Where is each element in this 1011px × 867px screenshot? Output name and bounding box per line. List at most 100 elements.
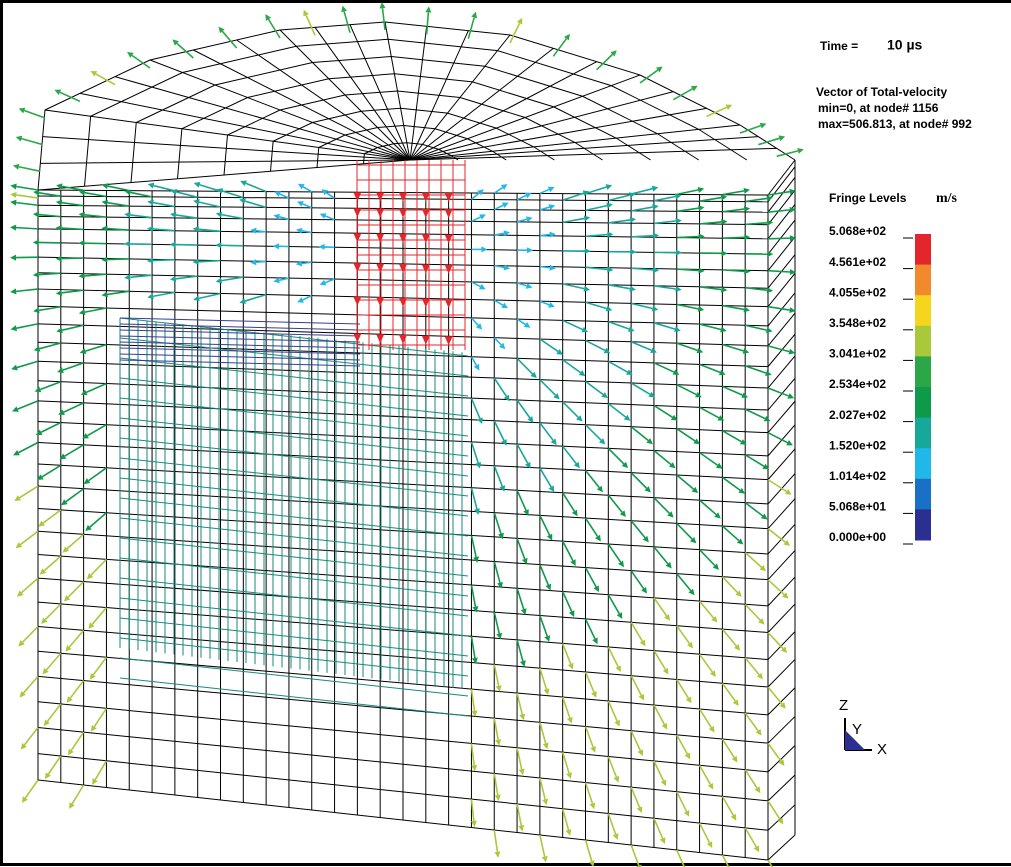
vector-shaft (561, 540, 574, 562)
vector-shaft (153, 201, 176, 208)
vector-shaft (539, 206, 550, 211)
vector-shaft (221, 30, 238, 49)
vector-shaft (653, 195, 676, 202)
vector-head (735, 590, 742, 597)
vector-head (743, 187, 750, 194)
vector-shaft (539, 834, 546, 857)
vector-head (58, 409, 65, 415)
vector-head (444, 209, 453, 219)
vector-head (273, 213, 280, 220)
vector-head (651, 305, 659, 312)
vector-shaft (516, 194, 527, 201)
mesh-line (767, 355, 796, 389)
vector-shaft (699, 285, 722, 291)
mesh-line (37, 463, 769, 505)
vector-head (760, 513, 768, 520)
vector-shaft (493, 337, 502, 346)
vector-shaft (676, 474, 695, 490)
vector-shaft (676, 342, 698, 352)
vector-shaft (639, 69, 659, 84)
vector-head (494, 794, 501, 802)
vector-head (295, 260, 303, 267)
vector-shaft (653, 497, 670, 514)
vector-shaft (59, 91, 81, 103)
vector-shaft (221, 213, 244, 220)
vector-shaft (722, 236, 745, 239)
vector-shaft (653, 597, 668, 617)
vector-head (13, 449, 20, 456)
vector-shaft (699, 323, 722, 331)
vector-shaft (607, 700, 618, 722)
vector-shaft (22, 675, 39, 694)
vector-head (501, 202, 509, 208)
vector-head (353, 263, 362, 273)
vector-shaft (15, 226, 39, 230)
vector-shaft (493, 420, 505, 441)
vector-shaft (539, 300, 550, 306)
vector-shaft (470, 636, 476, 659)
vector-head (672, 369, 680, 375)
mesh-line (409, 61, 597, 161)
vector-head (78, 309, 86, 316)
vector-head (684, 752, 691, 760)
fringe-band (915, 264, 931, 296)
vector-head (742, 348, 750, 354)
mesh-line (119, 357, 469, 397)
vector-shaft (516, 357, 534, 375)
info-title: Vector of Total-velocity (816, 85, 947, 99)
vector-head (656, 66, 663, 73)
vector-shaft (672, 88, 693, 101)
mesh-line (767, 166, 796, 203)
vector-head (88, 622, 95, 629)
vector-head (578, 370, 586, 377)
vector-head (711, 616, 718, 623)
vector-shaft (585, 339, 606, 352)
vector-shaft (676, 522, 693, 540)
vector-shaft (767, 431, 788, 444)
vector-head (690, 85, 698, 92)
mesh-line (37, 360, 769, 389)
vector-shaft (85, 343, 107, 352)
vector-shaft (69, 680, 85, 699)
fringe-band (915, 417, 931, 449)
mesh-line (767, 716, 796, 744)
mesh-line (409, 34, 511, 161)
vector-head (10, 325, 18, 332)
vector-shaft (722, 385, 743, 396)
vector-shaft (767, 305, 790, 311)
vector-shaft (699, 499, 717, 516)
vector-head (11, 364, 18, 371)
vector-shaft (24, 109, 46, 119)
mesh-line (119, 617, 469, 657)
vector-head (14, 495, 22, 502)
triad-z: Z (839, 697, 848, 714)
mesh-line (409, 147, 777, 161)
vector-head (593, 585, 600, 593)
vector-head (38, 520, 45, 527)
vector-head (272, 243, 280, 250)
vector-shaft (630, 786, 641, 808)
vector-head (421, 298, 430, 308)
vector-head (590, 746, 596, 753)
vector-head (33, 189, 40, 196)
vector-head (78, 240, 85, 247)
mesh-line (767, 377, 796, 411)
vector-head (693, 438, 701, 445)
vector-shaft (607, 594, 620, 615)
vector-head (744, 234, 751, 241)
vector-head (32, 211, 40, 218)
vector-head (758, 618, 765, 625)
fringe-band (915, 325, 931, 357)
vector-shaft (245, 182, 267, 193)
vector-shaft (61, 289, 84, 294)
mesh-line (37, 485, 769, 530)
vector-shaft (767, 269, 791, 273)
mesh-line (37, 601, 769, 661)
vector-head (65, 645, 72, 652)
vector-head (147, 199, 154, 206)
mesh (37, 21, 796, 861)
vector-head (399, 334, 407, 344)
vector-shaft (67, 580, 85, 598)
vector-shaft (153, 184, 176, 192)
